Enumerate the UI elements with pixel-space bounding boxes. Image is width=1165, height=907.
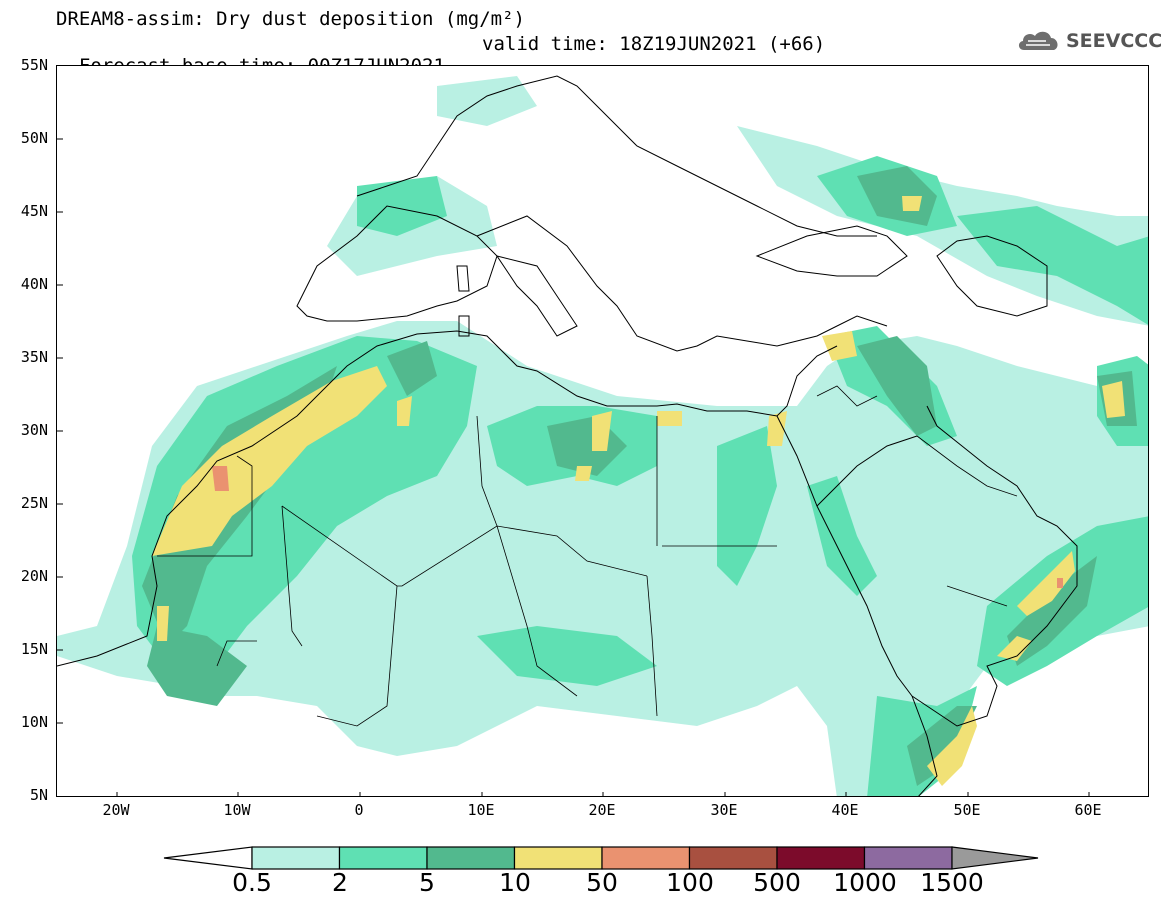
colorbar-swatch (513, 846, 603, 870)
cloud-logo-icon (1018, 31, 1058, 50)
frame-ticks (57, 138, 1090, 796)
dust-field-high (152, 196, 1125, 786)
colorbar-label: 1000 (833, 868, 897, 897)
map-title: DREAM8-assim: Dry dust deposition (mg/m²… (56, 8, 525, 30)
lon-label: 20W (102, 801, 130, 819)
dust-map (56, 65, 1149, 797)
colorbar (163, 846, 1039, 870)
lat-label: 40N (20, 275, 48, 293)
colorbar-label: 2 (332, 868, 348, 897)
country-borders (157, 385, 1018, 727)
logo-text: SEEVCCC (1066, 30, 1163, 52)
colorbar-label: 500 (753, 868, 801, 897)
lat-label: 10N (20, 713, 48, 731)
lon-label: 40E (831, 801, 859, 819)
lat-label: 5N (29, 786, 48, 804)
lat-label: 20N (20, 567, 48, 585)
colorbar-swatch (426, 846, 516, 870)
colorbar-swatch (601, 846, 691, 870)
lon-label: 60E (1074, 801, 1102, 819)
dust-map-svg (57, 66, 1148, 796)
colorbar-label: 0.5 (232, 868, 272, 897)
lat-label: 30N (20, 421, 48, 439)
colorbar-label: 50 (586, 868, 618, 897)
colorbar-label: 1500 (920, 868, 984, 897)
valid-time: valid time: 18Z19JUN2021 (+66) (482, 33, 826, 55)
colorbar-swatch (338, 846, 428, 870)
colorbar-swatch (251, 846, 341, 870)
lon-label: 30E (710, 801, 738, 819)
lat-label: 55N (20, 56, 48, 74)
lon-label: 50E (953, 801, 981, 819)
coastlines (57, 75, 1078, 796)
lat-label: 15N (20, 640, 48, 658)
colorbar-swatch (688, 846, 778, 870)
colorbar-under-arrow (163, 846, 253, 870)
colorbar-label: 5 (419, 868, 435, 897)
lon-label: 10W (223, 801, 251, 819)
colorbar-label: 100 (666, 868, 714, 897)
lon-label: 0 (354, 801, 364, 819)
dust-field-very-high (212, 466, 1063, 588)
lat-label: 25N (20, 494, 48, 512)
colorbar-swatch (776, 846, 866, 870)
lat-label: 50N (20, 129, 48, 147)
seevccc-logo: SEEVCCC (1016, 26, 1162, 56)
lat-label: 35N (20, 348, 48, 366)
colorbar-label: 10 (499, 868, 531, 897)
lon-label: 20E (588, 801, 616, 819)
colorbar-swatch (863, 846, 953, 870)
colorbar-over-arrow (951, 846, 1039, 870)
lat-label: 45N (20, 202, 48, 220)
lon-label: 10E (467, 801, 495, 819)
